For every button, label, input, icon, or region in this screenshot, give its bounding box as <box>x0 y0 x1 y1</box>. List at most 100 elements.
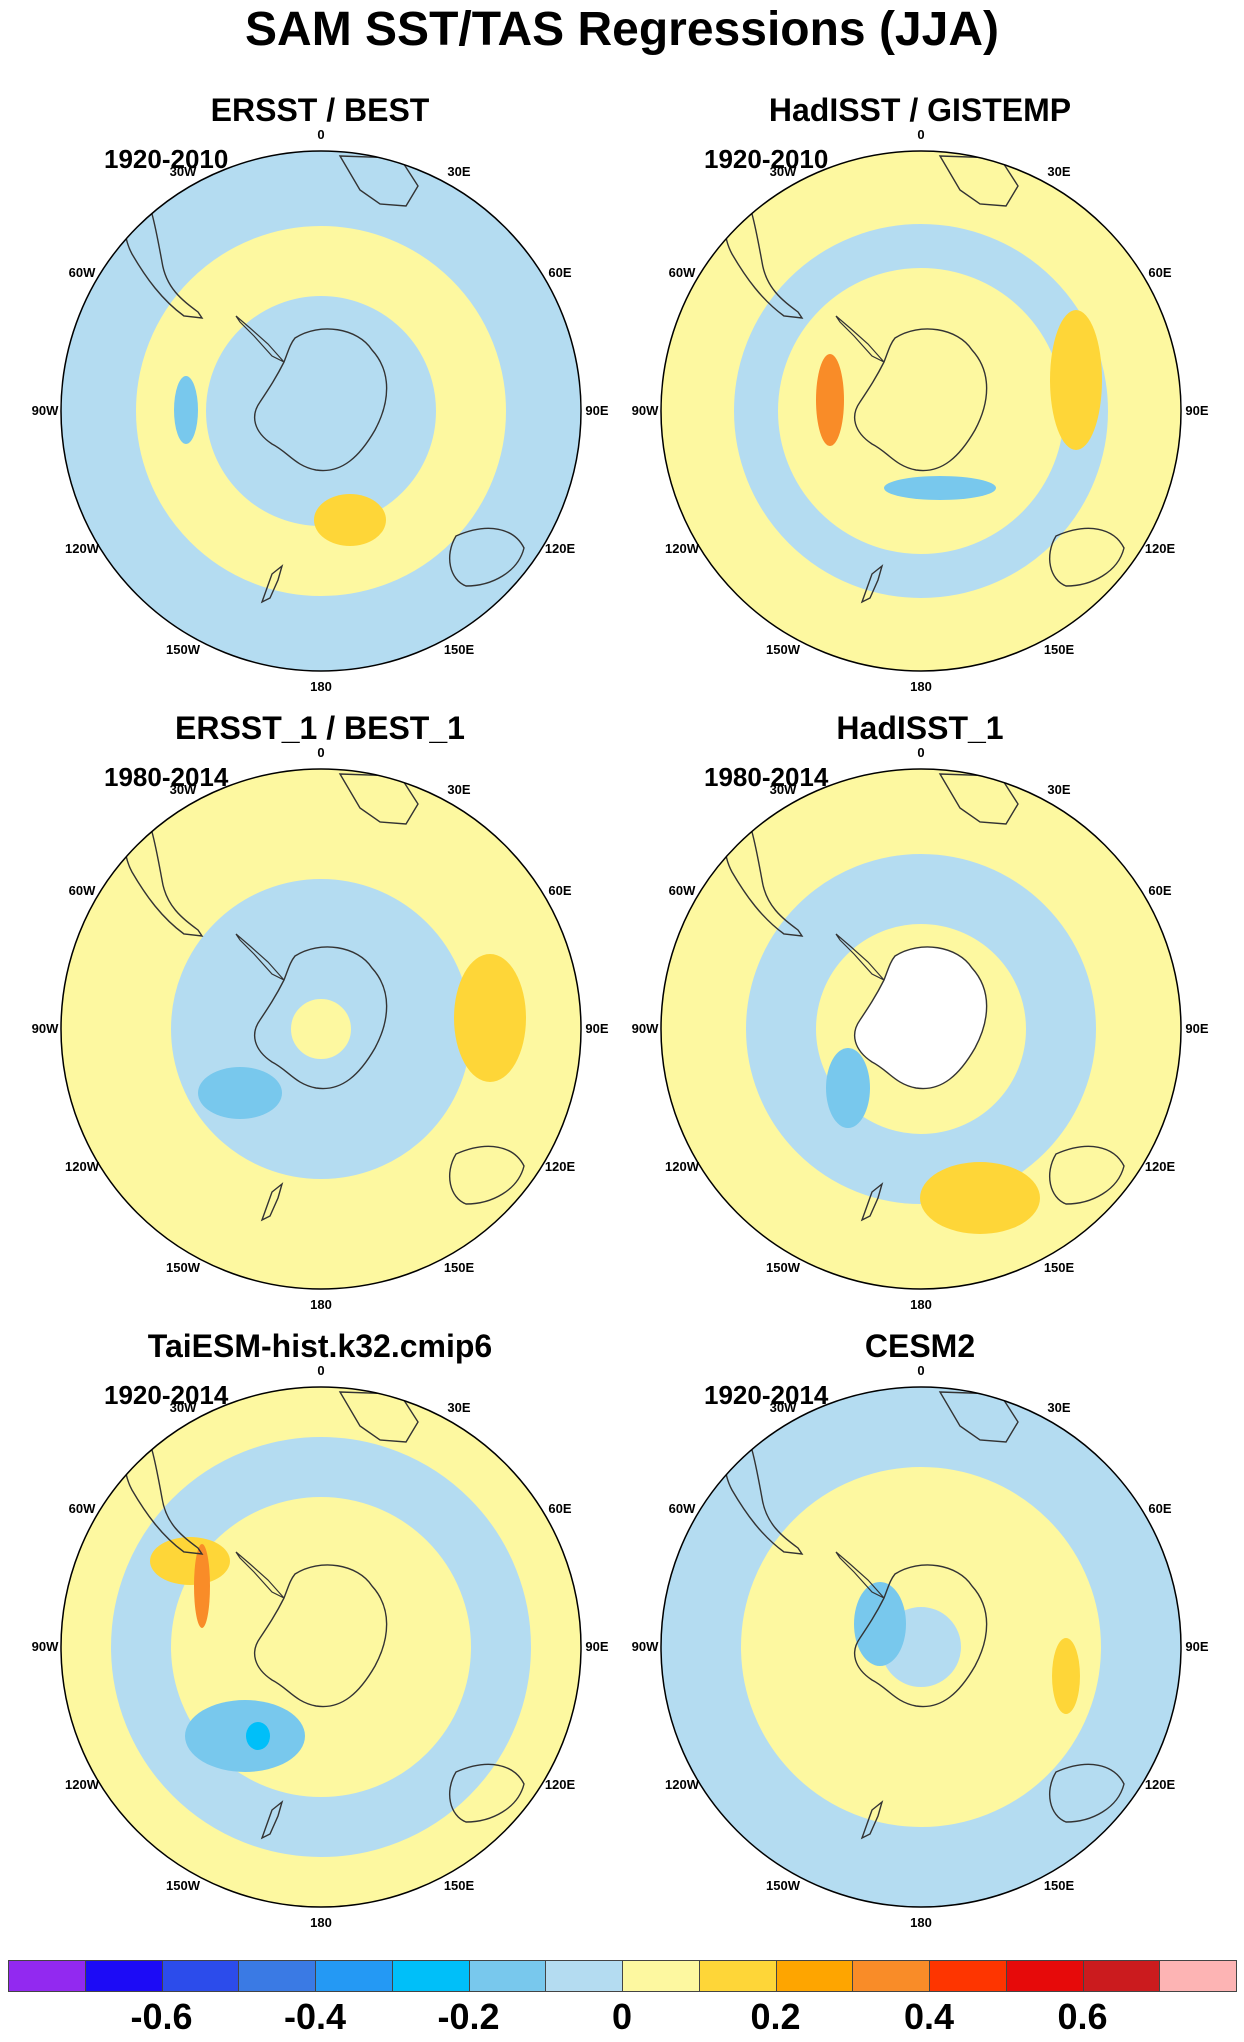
meridian-label: 0 <box>317 127 324 142</box>
australia-outline <box>449 1145 525 1205</box>
meridian-label: 90E <box>1185 403 1208 418</box>
map-border <box>60 150 582 672</box>
colorbar-swatch <box>1005 1960 1084 1992</box>
meridian-label: 150E <box>444 1878 475 1893</box>
meridian-label: 120W <box>665 541 700 556</box>
map-border <box>60 1386 582 1908</box>
meridian-label: 150W <box>166 642 201 657</box>
anomaly-patch <box>884 476 996 500</box>
meridian-label: 120W <box>65 541 100 556</box>
australia-outline <box>449 1763 525 1823</box>
colorbar-swatch <box>545 1960 623 1992</box>
meridian-label: 90E <box>585 1021 608 1036</box>
meridian-label: 30E <box>447 782 470 797</box>
panel-title: TaiESM-hist.k32.cmip6 <box>147 1328 493 1364</box>
colorbar-tick-label: 0 <box>611 1996 633 2037</box>
colorbar-swatch <box>929 1960 1007 1992</box>
meridian-label: 90E <box>585 403 608 418</box>
meridian-label: 180 <box>310 679 332 694</box>
map-border <box>60 768 582 1290</box>
antarctic-peninsula-outline <box>235 933 285 981</box>
new-zealand-outline <box>860 564 884 604</box>
meridian-label: 120E <box>1145 541 1176 556</box>
panel-period: 1980-2014 <box>104 762 229 792</box>
panel-period: 1980-2014 <box>704 762 829 792</box>
meridian-label: 0 <box>917 1363 924 1378</box>
meridian-label: 150E <box>444 1260 475 1275</box>
anomaly-patch <box>854 1582 906 1666</box>
colorbar-swatch <box>1159 1960 1237 1992</box>
map-background-field <box>61 769 581 1289</box>
meridian-label: 30E <box>1047 164 1070 179</box>
meridian-label: 150W <box>166 1878 201 1893</box>
map-border <box>660 768 1182 1290</box>
polar-stereographic-map: 0 30E 60E 90E 120E 150E 180 150W 120W 90W 60W 30W <box>632 745 1209 1312</box>
figure-title: SAM SST/TAS Regressions (JJA) <box>245 3 999 56</box>
colorbar-tick-label: 0.4 <box>903 1996 955 2037</box>
colorbar-tick-label: -0.4 <box>283 1996 347 2037</box>
polar-stereographic-map: 0 30E 60E 90E 120E 150E 180 150W 120W 90W 60W 30W <box>632 127 1209 694</box>
colorbar <box>8 1960 1237 1994</box>
meridian-label: 120W <box>665 1777 700 1792</box>
antarctic-peninsula-outline <box>235 1551 285 1599</box>
meridian-label: 30E <box>1047 1400 1070 1415</box>
polar-stereographic-map: 0 30E 60E 90E 120E 150E 180 150W 120W 90W 60W 30W <box>632 1363 1209 1930</box>
colorbar-swatch <box>468 1960 547 1992</box>
meridian-label: 30W <box>770 1400 797 1415</box>
meridian-label: 90W <box>632 403 659 418</box>
anomaly-patch <box>314 494 386 546</box>
map-panel: 0 30E 60E 90E 120E 150E 180 150W 120W 90W 60W 30W Ha… <box>632 618 1209 1312</box>
meridian-label: 120E <box>545 1159 576 1174</box>
colorbar-swatch <box>84 1960 163 1992</box>
panel-title: HadISST_1 <box>836 710 1004 746</box>
meridian-label: 60W <box>669 883 696 898</box>
meridian-label: 60W <box>69 1501 96 1516</box>
meridian-label: 60E <box>548 883 571 898</box>
polar-stereographic-map: 0 30E 60E 90E 120E 150E 180 150W 120W 90W 60W 30W <box>32 1363 609 1930</box>
meridian-label: 90W <box>32 1021 59 1036</box>
new-zealand-outline <box>260 564 284 604</box>
colorbar-tick-label: -0.6 <box>130 1996 193 2037</box>
colorbar-swatch <box>1082 1960 1161 1992</box>
antarctic-peninsula-outline <box>835 1551 885 1599</box>
map-panel: 0 30E 60E 90E 120E 150E 180 150W 120W 90W 60W 30W Ta… <box>32 1236 609 1930</box>
meridian-label: 60W <box>69 265 96 280</box>
meridian-label: 30E <box>1047 782 1070 797</box>
map-panel: 0 30E 60E 90E 120E 150E 180 150W 120W 90W 60W 30W Ha… <box>632 0 1209 694</box>
meridian-label: 90E <box>585 1639 608 1654</box>
meridian-label: 30W <box>170 164 197 179</box>
meridian-label: 180 <box>910 1915 932 1930</box>
colorbar-swatch <box>315 1960 393 1992</box>
meridian-label: 60W <box>69 883 96 898</box>
australia-outline <box>449 527 525 587</box>
antarctica-outline <box>253 328 388 472</box>
meridian-label: 120E <box>1145 1777 1176 1792</box>
colorbar-tick-label: 0.6 <box>1057 1996 1108 2037</box>
map-border <box>660 1386 1182 1908</box>
meridian-label: 150E <box>1044 1260 1075 1275</box>
meridian-label: 30E <box>447 1400 470 1415</box>
map-panel: 0 30E 60E 90E 120E 150E 180 150W 120W 90W 60W 30W CE… <box>632 1236 1209 1930</box>
meridian-label: 150E <box>1044 642 1075 657</box>
meridian-label: 150W <box>166 1260 201 1275</box>
meridian-label: 90E <box>1185 1021 1208 1036</box>
meridian-label: 60E <box>548 1501 571 1516</box>
meridian-label: 150E <box>1044 1878 1075 1893</box>
meridian-label: 0 <box>917 745 924 760</box>
meridian-label: 90W <box>32 1639 59 1654</box>
panel-title: CESM2 <box>864 1328 976 1364</box>
meridian-label: 60E <box>548 265 571 280</box>
meridian-label: 120W <box>665 1159 700 1174</box>
meridian-label: 30W <box>770 164 797 179</box>
meridian-label: 180 <box>910 679 932 694</box>
polar-stereographic-map: 0 30E 60E 90E 120E 150E 180 150W 120W 90W 60W 30W <box>32 127 609 694</box>
meridian-label: 120E <box>545 541 576 556</box>
map-background-field <box>661 1387 1181 1907</box>
panel-period: 1920-2010 <box>104 144 229 174</box>
anomaly-patch <box>1052 1638 1080 1714</box>
anomaly-ring <box>136 226 506 596</box>
meridian-label: 0 <box>317 1363 324 1378</box>
meridian-label: 30W <box>770 782 797 797</box>
australia-outline <box>1049 527 1125 587</box>
anomaly-ring <box>171 879 471 1179</box>
